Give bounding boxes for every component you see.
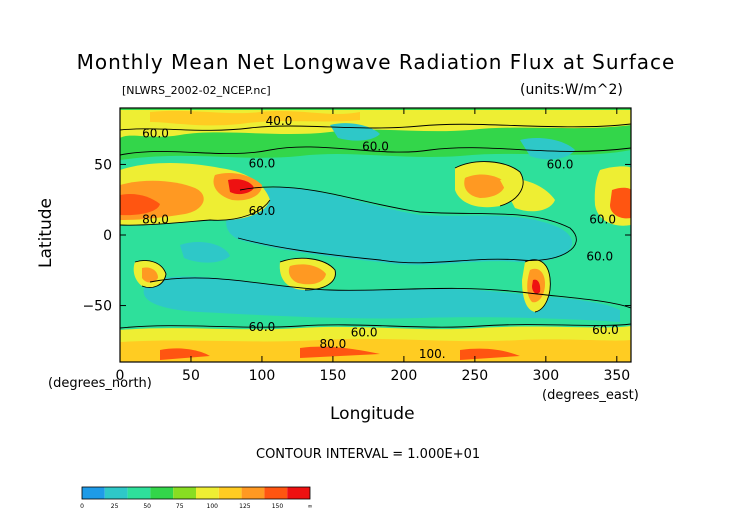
contour-label: 60.0 bbox=[362, 139, 389, 153]
y-axis-ticks: 50 0 −50 bbox=[82, 157, 631, 315]
indian-ocean-cool-patch bbox=[180, 242, 230, 263]
x-tick-label: 150 bbox=[320, 368, 347, 384]
x-tick-label: 300 bbox=[532, 368, 559, 384]
x-axis-ticks: 0 50 100 150 200 250 300 350 bbox=[116, 108, 630, 384]
colorbar-tick-label: 125 bbox=[239, 503, 251, 510]
x-axis-title: Longitude bbox=[330, 404, 415, 424]
colorbar-swatch bbox=[104, 487, 128, 499]
chart-title: Monthly Mean Net Longwave Radiation Flux… bbox=[76, 50, 676, 74]
antarctic-orange-band bbox=[120, 338, 631, 362]
contour-label: 60.0 bbox=[547, 158, 574, 172]
colorbar-tick-label: 100 bbox=[207, 503, 219, 510]
contour-label: 80.0 bbox=[142, 213, 169, 227]
antarctic-red-patches bbox=[160, 346, 520, 360]
contour-label: 60.0 bbox=[249, 156, 276, 170]
x-tick-label: 100 bbox=[249, 368, 276, 384]
contour-labels: 40.0 60.0 60.0 60.0 60.0 80.0 60.0 60.0 60.0 60.0… bbox=[142, 114, 619, 361]
colorbar-tick-label: 25 bbox=[111, 503, 119, 510]
y-tick-label: 50 bbox=[94, 157, 112, 173]
x-axis-unit: (degrees_east) bbox=[542, 388, 639, 403]
plot-area: 40.0 60.0 60.0 60.0 60.0 80.0 60.0 60.0 60.0 60.0… bbox=[120, 108, 631, 362]
colorbar-tick-label: 75 bbox=[176, 503, 184, 510]
north-america-orange bbox=[464, 174, 506, 198]
sahara-red-core bbox=[120, 194, 160, 216]
colorbar-swatch bbox=[218, 487, 242, 499]
contour-label: 40.0 bbox=[266, 114, 293, 128]
x-tick-label: 350 bbox=[603, 368, 630, 384]
right-edge-red-core bbox=[610, 187, 631, 219]
contour-label: 60.0 bbox=[249, 320, 276, 334]
x-tick-label: 200 bbox=[391, 368, 418, 384]
colorbar-swatch bbox=[127, 487, 151, 499]
contour-label: 60.0 bbox=[586, 249, 613, 263]
y-tick-label: −50 bbox=[82, 299, 112, 315]
mexico-region bbox=[500, 178, 555, 212]
colorbar: 0 25 50 75 100 125 150 ∞ bbox=[80, 486, 313, 510]
colorbar-frame bbox=[81, 486, 311, 500]
arctic-orange-patch bbox=[150, 110, 360, 126]
contour-label: 60.0 bbox=[142, 127, 169, 141]
colorbar-tick-label: ∞ bbox=[308, 503, 313, 510]
tibet-red-spot bbox=[228, 179, 254, 195]
y-tick-label: 0 bbox=[103, 228, 112, 244]
contour-label: 60.0 bbox=[249, 204, 276, 218]
tropical-ocean-band bbox=[226, 187, 573, 265]
contour-label: 80.0 bbox=[320, 337, 347, 351]
colorbar-swatch bbox=[173, 487, 196, 499]
southern-africa-orange bbox=[142, 267, 158, 283]
colorbar-swatch bbox=[82, 487, 105, 499]
contour-lines bbox=[120, 123, 631, 329]
colorbar-swatch bbox=[241, 487, 265, 499]
colorbar-swatch bbox=[150, 487, 174, 499]
colorbar-swatch bbox=[264, 487, 288, 499]
y-axis-unit: (degrees_north) bbox=[48, 376, 152, 391]
southern-ocean-band bbox=[143, 276, 620, 322]
contour-label: 60.0 bbox=[351, 326, 378, 340]
x-tick-label: 0 bbox=[116, 368, 125, 384]
colorbar-tick-label: 50 bbox=[143, 503, 151, 510]
colorbar-tick-label: 0 bbox=[80, 503, 84, 510]
contour-label: 60.0 bbox=[592, 323, 619, 337]
south-america-red bbox=[532, 279, 541, 294]
colorbar-swatch bbox=[196, 487, 219, 499]
units-label: (units:W/m^2) bbox=[520, 82, 623, 98]
file-name-label: [NLWRS_2002-02_NCEP.nc] bbox=[122, 84, 271, 97]
colorbar-tick-label: 150 bbox=[272, 503, 284, 510]
australia-orange bbox=[288, 264, 326, 285]
north-atlantic-cool-patch bbox=[520, 138, 575, 160]
x-tick-label: 50 bbox=[182, 368, 200, 384]
contour-label: 100. bbox=[419, 347, 446, 361]
contour-interval-text: CONTOUR INTERVAL = 1.000E+01 bbox=[256, 447, 481, 462]
contour-label: 60.0 bbox=[589, 213, 616, 227]
colorbar-swatch bbox=[287, 487, 310, 499]
x-tick-label: 250 bbox=[461, 368, 488, 384]
